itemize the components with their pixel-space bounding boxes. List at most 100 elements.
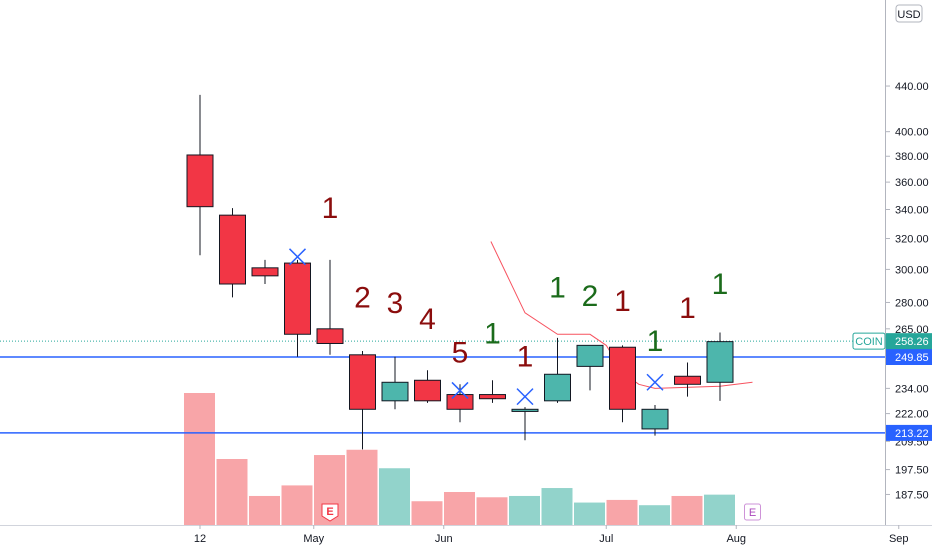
price-tick-label: 400.00 bbox=[895, 127, 929, 139]
price-tick-label: 187.50 bbox=[895, 489, 929, 501]
volume-bar bbox=[509, 495, 540, 525]
count-label: 1 bbox=[647, 325, 664, 358]
count-label: 3 bbox=[387, 287, 404, 320]
price-tick-label: 234.00 bbox=[895, 383, 929, 395]
candle-body[interactable] bbox=[706, 341, 734, 383]
volume-bar bbox=[541, 488, 573, 525]
candle-body[interactable] bbox=[609, 346, 636, 410]
volume-bar bbox=[704, 494, 735, 525]
candle[interactable] bbox=[609, 345, 636, 423]
candle[interactable] bbox=[186, 94, 214, 256]
candle-body[interactable] bbox=[349, 354, 376, 410]
candle-body[interactable] bbox=[414, 379, 441, 402]
cross-stroke bbox=[516, 388, 534, 406]
candle-body[interactable] bbox=[251, 267, 279, 277]
candle[interactable] bbox=[576, 344, 604, 391]
candle-body[interactable] bbox=[186, 154, 214, 208]
price-tick-label: 360.00 bbox=[895, 177, 929, 189]
currency-label: USD bbox=[897, 9, 920, 21]
count-label: 2 bbox=[582, 280, 599, 313]
candle[interactable] bbox=[219, 208, 246, 298]
volume-bar bbox=[444, 492, 475, 525]
earnings-badge[interactable]: E bbox=[744, 503, 761, 521]
candle-body[interactable] bbox=[219, 214, 246, 285]
time-tick-label: Sep bbox=[889, 533, 909, 545]
cross-stroke bbox=[646, 373, 664, 391]
count-label: 1 bbox=[679, 292, 696, 325]
time-tick-label: 12 bbox=[194, 533, 206, 545]
candle[interactable] bbox=[511, 407, 539, 441]
candle[interactable] bbox=[544, 337, 571, 403]
price-tick-label: 340.00 bbox=[895, 204, 929, 216]
volume-bar bbox=[411, 501, 443, 525]
price-tags: 249.85 213.22 258.26 COIN bbox=[852, 332, 932, 441]
candle-body[interactable] bbox=[674, 375, 701, 385]
candle-body[interactable] bbox=[446, 394, 474, 410]
candle-body[interactable] bbox=[284, 262, 311, 335]
price-tick-label: 265.00 bbox=[895, 324, 929, 336]
volume-bar bbox=[379, 468, 410, 525]
price-tick-label: 197.50 bbox=[895, 465, 929, 477]
price-tick-label: 320.00 bbox=[895, 234, 929, 246]
count-label: 1 bbox=[322, 192, 339, 225]
last-price-tag-box bbox=[886, 333, 932, 350]
cross-stroke bbox=[288, 248, 307, 266]
volume-bar bbox=[671, 495, 703, 525]
count-label: 1 bbox=[517, 340, 534, 373]
horizontal-lines bbox=[0, 356, 886, 434]
cross-marker bbox=[451, 381, 469, 399]
time-tick-label: Jul bbox=[599, 533, 613, 545]
candle-body[interactable] bbox=[576, 344, 604, 367]
currency-badge[interactable]: USD bbox=[895, 4, 923, 23]
earnings-badge-label: E bbox=[326, 506, 333, 518]
candle[interactable] bbox=[414, 370, 441, 403]
earnings-badge[interactable]: E bbox=[321, 503, 339, 522]
candle[interactable] bbox=[641, 405, 669, 436]
candle-body[interactable] bbox=[511, 408, 539, 412]
earnings-badge-label: E bbox=[749, 507, 756, 519]
price-tag-label: 213.22 bbox=[895, 428, 929, 440]
count-label: 2 bbox=[354, 282, 371, 315]
earnings-badge-shape bbox=[744, 503, 761, 521]
volume-bar bbox=[216, 459, 248, 525]
volume-bar bbox=[639, 505, 670, 525]
currency-badge-box bbox=[895, 4, 923, 23]
price-tick-label: 280.00 bbox=[895, 297, 929, 309]
cross-marker bbox=[288, 248, 307, 266]
candles[interactable] bbox=[186, 94, 734, 450]
cross-marker bbox=[646, 373, 664, 391]
candle[interactable] bbox=[251, 259, 279, 285]
volume-bar bbox=[281, 485, 313, 525]
candle[interactable] bbox=[349, 351, 376, 450]
candle-body[interactable] bbox=[479, 394, 506, 400]
volume-bar bbox=[249, 495, 280, 525]
price-tag-box bbox=[886, 349, 932, 365]
symbol-tag-box bbox=[852, 332, 886, 350]
volume-bar bbox=[574, 502, 605, 525]
earnings-badge-shape bbox=[321, 503, 339, 522]
candle[interactable] bbox=[479, 380, 506, 403]
candle-body[interactable] bbox=[316, 328, 344, 344]
candle[interactable] bbox=[706, 332, 734, 401]
last-price-tag-label: 258.26 bbox=[895, 336, 929, 348]
price-tick-label: 440.00 bbox=[895, 81, 929, 93]
price-tick-label: 222.00 bbox=[895, 409, 929, 421]
symbol-tag-label: COIN bbox=[855, 336, 883, 348]
time-axis[interactable]: 12 May Jun Jul Aug Sep bbox=[0, 525, 932, 545]
time-tick-label: Jun bbox=[435, 533, 453, 545]
volume-bar bbox=[346, 449, 378, 525]
candle[interactable] bbox=[381, 356, 409, 410]
candle[interactable] bbox=[284, 259, 311, 357]
candle[interactable] bbox=[316, 259, 344, 355]
candle-body[interactable] bbox=[544, 373, 571, 402]
candle-body[interactable] bbox=[381, 381, 409, 402]
candle-body[interactable] bbox=[641, 408, 669, 430]
count-label: 1 bbox=[549, 271, 566, 304]
volume-bar bbox=[476, 497, 508, 525]
candle[interactable] bbox=[674, 362, 701, 397]
cross-stroke bbox=[451, 381, 469, 399]
